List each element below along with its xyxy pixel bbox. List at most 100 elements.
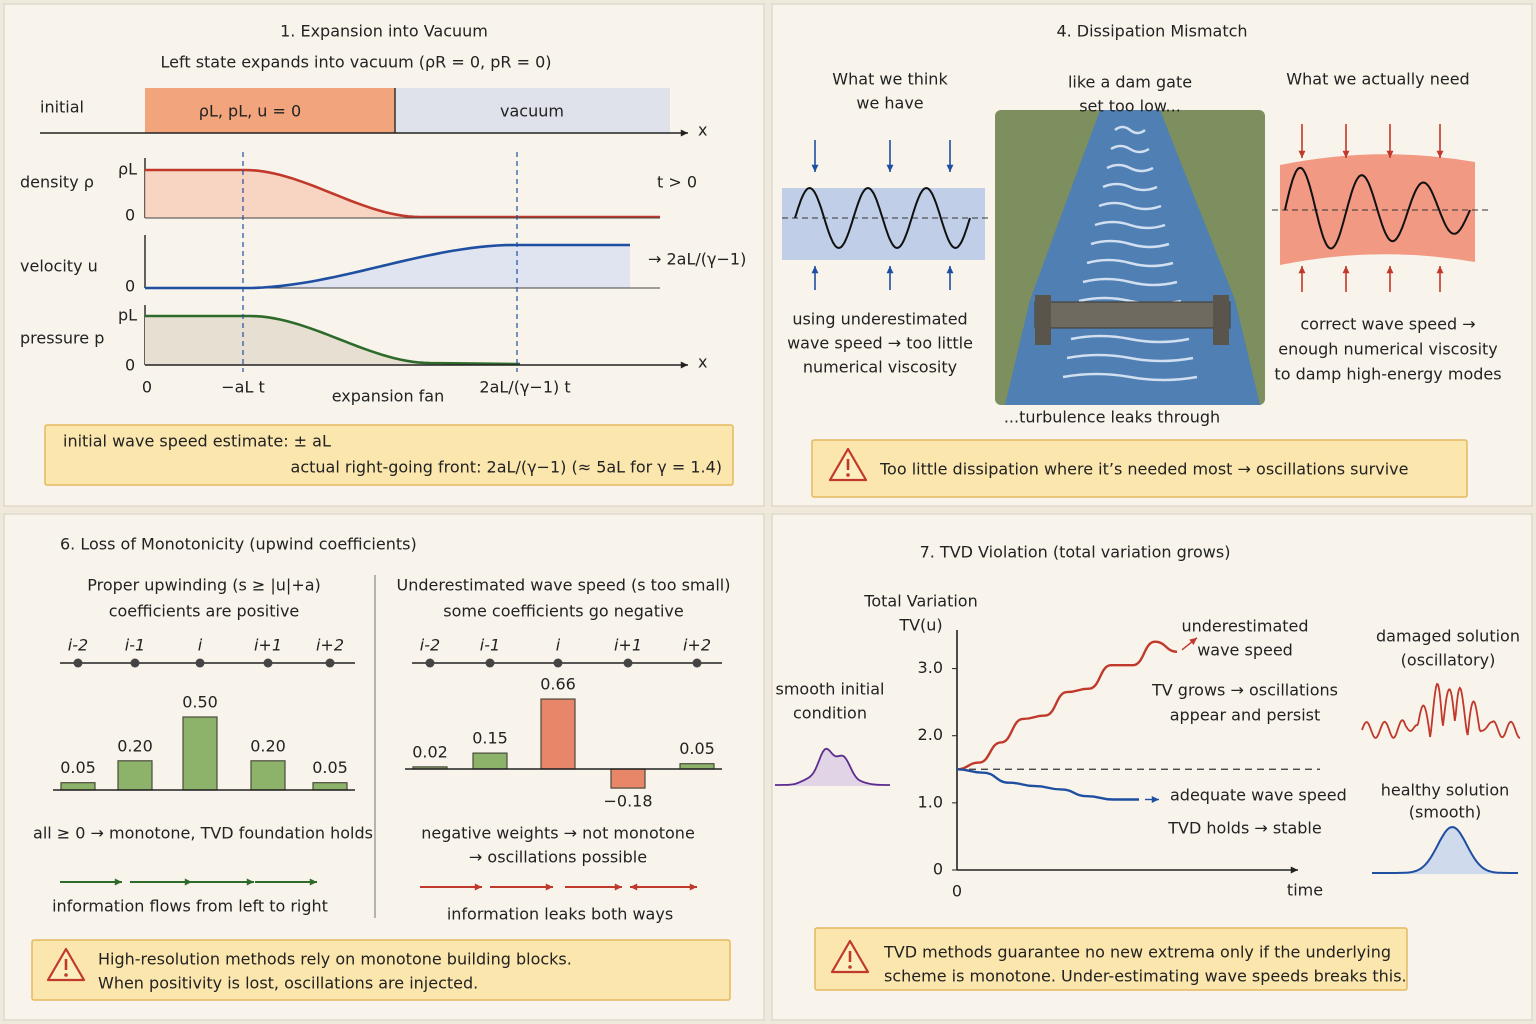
panel-title: 7. TVD Violation (total variation grows) [920, 543, 1231, 562]
arrow-head [309, 878, 317, 886]
arrow-head [1189, 637, 1197, 646]
label: What we actually need [1286, 70, 1469, 89]
river-foam [1114, 125, 1146, 135]
label: 0 [952, 882, 962, 901]
arrow-head [614, 883, 622, 891]
arrow-head [886, 266, 894, 274]
arrow-head [474, 883, 482, 891]
arrow-head [946, 266, 954, 274]
note-box [811, 439, 1468, 498]
label: actual right-going front: 2aL/(γ−1) (≈ 5… [291, 458, 722, 477]
label: condition [793, 704, 867, 723]
y-tick-label: 3.0 [918, 658, 943, 677]
bar-value: 0.50 [182, 693, 218, 712]
bar-value: 0.20 [117, 736, 153, 755]
arrow-head [1386, 266, 1394, 274]
label: t > 0 [657, 173, 697, 192]
river-foam [1106, 163, 1154, 173]
label: initial [40, 98, 84, 117]
warning-icon [848, 965, 852, 969]
arrow-head [114, 878, 122, 886]
bar-value: 0.05 [312, 758, 348, 777]
label: 0 [142, 378, 152, 397]
dam-gate [1034, 301, 1231, 329]
label: density ρ [20, 173, 94, 192]
node [692, 658, 702, 668]
label: i-2 [68, 636, 88, 655]
bar [610, 768, 646, 789]
panel [3, 3, 765, 507]
bar [60, 782, 96, 791]
arrow-head [886, 164, 894, 172]
label: like a dam gate [1068, 73, 1192, 92]
label: all ≥ 0 → monotone, TVD foundation holds [33, 824, 373, 843]
label: i-2 [420, 636, 440, 655]
vacuum-region [395, 88, 670, 133]
series-line [956, 768, 1140, 801]
note-box [814, 927, 1408, 991]
label: numerical viscosity [803, 358, 957, 377]
warning-icon [64, 973, 68, 977]
label: (smooth) [1409, 803, 1481, 822]
bar-value: 0.20 [250, 736, 286, 755]
label: 0 [125, 206, 135, 225]
arrow-head [1342, 150, 1350, 158]
label: negative weights → not monotone [421, 824, 695, 843]
river-foam [1086, 258, 1174, 268]
arrow-head [184, 878, 192, 886]
pressure-fill [145, 316, 520, 365]
label: Proper upwinding (s ≥ |u|+a) [87, 576, 321, 595]
note-box [44, 424, 734, 486]
bar [182, 716, 218, 791]
river-foam [1062, 372, 1198, 382]
label: correct wave speed → [1300, 315, 1475, 334]
river-foam [1082, 277, 1178, 287]
label: Total Variation [863, 592, 977, 611]
arrow-head [1290, 866, 1298, 874]
label: ...turbulence leaks through [1004, 408, 1220, 427]
label: information leaks both ways [447, 905, 673, 924]
label: appear and persist [1170, 706, 1321, 725]
arrow-head [1298, 150, 1306, 158]
label: −aL t [221, 378, 264, 397]
label: → oscillations possible [469, 848, 647, 867]
node [130, 658, 140, 668]
panel-title: 4. Dissipation Mismatch [1056, 22, 1247, 41]
subtitle: Left state expands into vacuum (ρR = 0, … [161, 53, 552, 72]
label: pressure p [20, 329, 104, 348]
healthy-profile-fill [1372, 827, 1518, 874]
label: x [698, 353, 707, 372]
bar-value: −0.18 [603, 792, 652, 811]
label: TVD holds → stable [1167, 819, 1321, 838]
label: coefficients are positive [109, 602, 300, 621]
density-curve [145, 168, 660, 219]
bar-value: 0.66 [540, 675, 576, 694]
node [73, 658, 83, 668]
river-foam [1090, 239, 1170, 249]
label: (oscillatory) [1401, 651, 1496, 670]
panel-title: 6. Loss of Monotonicity (upwind coeffici… [60, 535, 417, 554]
density-fill [145, 170, 660, 218]
label: i [198, 636, 203, 655]
label: some coefficients go negative [443, 602, 683, 621]
series-line [956, 640, 1178, 771]
y-tick-label: 1.0 [918, 792, 943, 811]
label: When positivity is lost, oscillations ar… [98, 974, 478, 993]
arrow-head [1436, 266, 1444, 274]
arrow-head [689, 883, 697, 891]
arrow-head [1436, 150, 1444, 158]
arrow-head [811, 164, 819, 172]
node [425, 658, 435, 668]
arrow-head [545, 883, 553, 891]
pressure-curve [145, 314, 521, 366]
warning-icon [846, 473, 850, 477]
initial-profile [775, 747, 890, 786]
label: we have [856, 94, 923, 113]
label: i+1 [254, 636, 282, 655]
label: initial wave speed estimate: ± aL [63, 432, 331, 451]
label: i [556, 636, 561, 655]
legend-label: adequate wave speed [1170, 786, 1347, 805]
label: ρL, pL, u = 0 [199, 102, 301, 121]
label: 2aL/(γ−1) t [479, 378, 570, 397]
bar-value: 0.02 [412, 742, 448, 761]
